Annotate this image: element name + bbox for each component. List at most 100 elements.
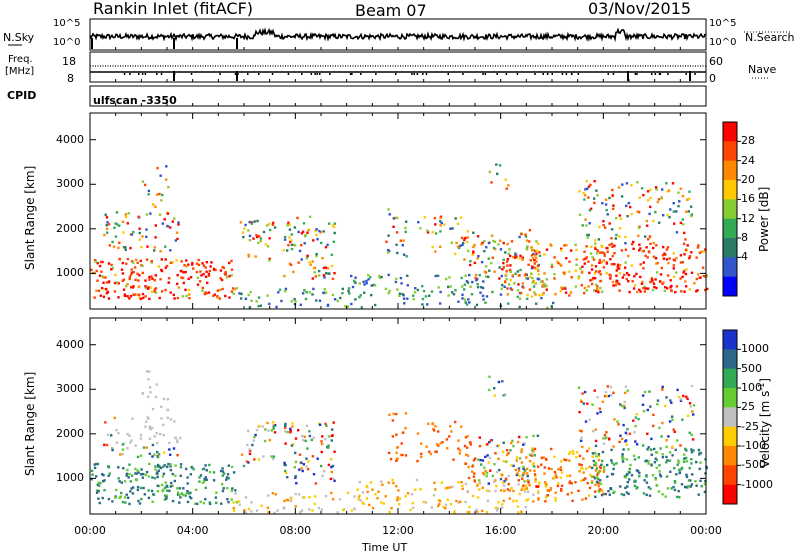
x-tick-label-3: 12:00 [382, 524, 414, 537]
velocity-colorbar-segment-5 [723, 426, 737, 447]
velocity-colorbar-segment-7 [723, 465, 737, 486]
nave-dot [314, 73, 316, 75]
nsky-tick-low: 10^0 [53, 37, 81, 48]
velocity-colorbar-tick-2: 100 [741, 381, 762, 394]
nsky-tick-high: 10^5 [53, 18, 81, 29]
freq-tick-low: 8 [67, 72, 74, 85]
nave-dot [496, 73, 498, 75]
nave-dot [685, 73, 687, 75]
x-tick-label-1: 04:00 [176, 524, 209, 537]
nsearch-tick-low: 10^0 [709, 37, 737, 48]
nsearch-label: N.Search [745, 31, 795, 44]
nave-tick-high: 60 [709, 55, 723, 68]
nave-dot [123, 73, 126, 75]
nave-dot [565, 73, 568, 75]
nave-dot [577, 73, 580, 75]
power-ytick-label-3: 4000 [56, 132, 84, 146]
date-title: 03/Nov/2015 [588, 0, 692, 18]
power-colorbar-segment-8 [723, 276, 737, 297]
nave-dot [234, 73, 237, 75]
nave-dot [413, 73, 415, 75]
nsky-trace [89, 27, 706, 43]
nave-dot [612, 73, 615, 75]
nave-dot [534, 73, 536, 75]
nave-dot [316, 73, 318, 75]
nave-dot [694, 73, 696, 75]
nave-dot [360, 73, 362, 75]
power-colorbar-tick-6: 4 [741, 250, 748, 264]
nave-dot [561, 73, 564, 75]
freq-unit-label: [MHz] [5, 66, 35, 77]
x-axis-label: Time UT [362, 541, 408, 554]
nave-dot [484, 73, 487, 75]
velocity-ytick-label-0: 1000 [56, 471, 84, 485]
nave-dot [607, 73, 609, 75]
cpid-value: ulfscan -3350 [93, 94, 177, 107]
freq-label: Freq. [8, 54, 33, 65]
velocity-frame [89, 317, 707, 515]
velocity-colorbar-tick-3: 25 [741, 400, 755, 414]
nave-tick-low: 0 [709, 72, 716, 85]
nsky-label: N.Sky [3, 31, 35, 44]
nave-dot [571, 73, 573, 75]
nave-dot [349, 73, 352, 75]
freq-tick-high: 18 [62, 55, 76, 68]
nave-dot [634, 73, 637, 75]
power-colorbar-tick-1: 24 [741, 153, 755, 167]
velocity-ytick-label-3: 4000 [56, 337, 84, 351]
nave-dot [462, 73, 464, 75]
velocity-colorbar-segment-1 [723, 349, 737, 370]
power-scatter [90, 163, 709, 309]
nave-dot [659, 73, 662, 75]
nave-dot [190, 73, 193, 75]
nave-dot [144, 73, 147, 75]
cpid-label: CPID [7, 89, 37, 102]
x-tick-label-5: 20:00 [587, 524, 620, 537]
velocity-ytick-label-1: 2000 [56, 426, 84, 440]
velocity-colorbar-frame [722, 329, 738, 505]
power-colorbar-segment-6 [723, 238, 737, 258]
velocity-colorbar-segment-0 [723, 330, 737, 350]
nave-dot [651, 73, 653, 75]
power-colorbar-segment-7 [723, 257, 737, 278]
x-tick-label-6: 00:00 [690, 524, 722, 537]
velocity-colorbar-segment-6 [723, 446, 737, 466]
nave-dot [160, 73, 163, 75]
x-tick-label-4: 16:00 [484, 524, 517, 537]
velocity-colorbar-tick-7: -1000 [741, 477, 773, 491]
power-frame [89, 112, 707, 310]
nave-dot [654, 73, 657, 75]
nave-dot [542, 73, 544, 75]
nave-dot [636, 73, 638, 75]
nave-dot [667, 73, 669, 75]
nave-dot [546, 73, 549, 75]
nave-dot [247, 73, 249, 75]
nave-dot [658, 73, 661, 75]
velocity-colorbar-segment-8 [723, 484, 737, 505]
nsearch-tick-high: 10^5 [709, 18, 737, 29]
velocity-colorbar-segment-2 [723, 368, 737, 389]
velocity-colorbar-tick-1: 500 [741, 361, 762, 375]
velocity-colorbar-segment-3 [723, 388, 737, 408]
velocity-colorbar-segment-4 [723, 407, 737, 428]
velocity-colorbar-tick-5: -100 [741, 439, 766, 452]
nave-dot [551, 73, 553, 75]
nave-dot [422, 73, 424, 75]
nave-dot [319, 73, 321, 75]
nave-dot [301, 73, 303, 75]
power-colorbar-frame [722, 121, 738, 297]
power-colorbar-tick-4: 12 [741, 211, 755, 225]
velocity-colorbar-tick-4: -25 [741, 419, 759, 433]
nave-dot [141, 73, 144, 75]
power-colorbar-segment-0 [723, 122, 737, 142]
power-colorbar-segment-5 [723, 218, 737, 239]
nave-dot [482, 73, 484, 75]
power-colorbar-tick-5: 8 [741, 231, 748, 244]
nave-dot [395, 73, 397, 75]
power-colorbar-segment-4 [723, 199, 737, 220]
nave-dot [156, 73, 158, 75]
station-title: Rankin Inlet (fitACF) [93, 0, 254, 18]
nave-dot [505, 73, 508, 75]
power-ytick-label-0: 1000 [56, 266, 84, 280]
nave-dot [258, 73, 260, 75]
